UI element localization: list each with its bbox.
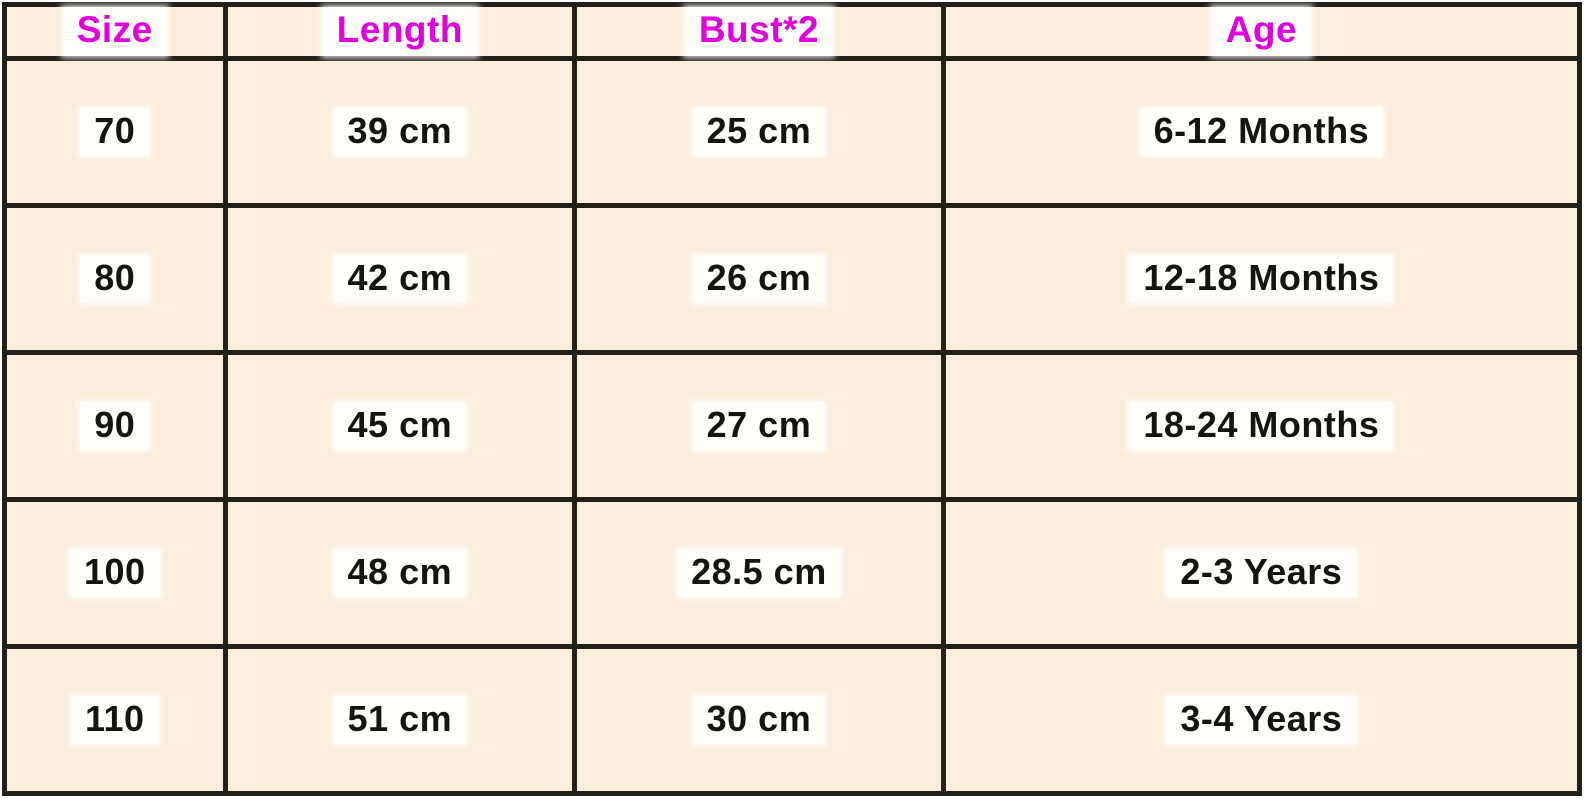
table-cell: 51 cm: [222, 643, 578, 797]
cell-value: 110: [70, 696, 159, 744]
table-cell: 28.5 cm: [572, 496, 946, 649]
table-cell: 80: [2, 202, 228, 355]
table-row: 110 51 cm 30 cm 3-4 Years: [2, 643, 1583, 797]
table-cell: 12-18 Months: [940, 202, 1583, 355]
table-row: 70 39 cm 25 cm 6-12 Months: [2, 55, 1583, 208]
cell-value: 2-3 Years: [1166, 549, 1357, 597]
cell-value: 100: [69, 549, 160, 597]
cell-value: 30 cm: [692, 696, 826, 744]
cell-value: 18-24 Months: [1129, 402, 1394, 450]
column-header-age-label: Age: [1211, 7, 1312, 56]
cell-value: 25 cm: [692, 107, 826, 156]
cell-value: 80: [80, 254, 150, 303]
table-cell: 3-4 Years: [940, 643, 1583, 797]
table-cell: 39 cm: [222, 55, 578, 208]
column-header-bust-label: Bust*2: [684, 7, 834, 56]
column-header-bust: Bust*2: [572, 2, 946, 61]
cell-value: 28.5 cm: [677, 549, 841, 597]
table-cell: 26 cm: [572, 202, 946, 355]
column-header-size-label: Size: [62, 7, 167, 56]
cell-value: 90: [80, 402, 150, 450]
table-row: 90 45 cm 27 cm 18-24 Months: [2, 349, 1583, 502]
table-cell: 30 cm: [572, 643, 946, 797]
column-header-length-label: Length: [322, 7, 477, 56]
table-cell: 90: [2, 349, 228, 502]
table-cell: 45 cm: [222, 349, 578, 502]
header-row: Size Length Bust*2 Age: [2, 2, 1583, 61]
column-header-age: Age: [940, 2, 1583, 61]
column-header-size: Size: [2, 2, 228, 61]
table-cell: 70: [2, 55, 228, 208]
cell-value: 45 cm: [333, 402, 467, 450]
cell-value: 27 cm: [692, 402, 826, 450]
cell-value: 51 cm: [333, 696, 467, 744]
table-cell: 18-24 Months: [940, 349, 1583, 502]
table-cell: 110: [2, 643, 228, 797]
cell-value: 6-12 Months: [1139, 107, 1384, 156]
table-cell: 27 cm: [572, 349, 946, 502]
cell-value: 70: [80, 107, 150, 156]
table-cell: 6-12 Months: [940, 55, 1583, 208]
table-cell: 2-3 Years: [940, 496, 1583, 649]
cell-value: 26 cm: [692, 254, 826, 303]
table-cell: 42 cm: [222, 202, 578, 355]
cell-value: 48 cm: [333, 549, 467, 597]
table-cell: 100: [2, 496, 228, 649]
table-row: 100 48 cm 28.5 cm 2-3 Years: [2, 496, 1583, 649]
cell-value: 12-18 Months: [1129, 254, 1394, 303]
cell-value: 39 cm: [333, 107, 467, 156]
cell-value: 42 cm: [333, 254, 467, 303]
table-row: 80 42 cm 26 cm 12-18 Months: [2, 202, 1583, 355]
table-cell: 25 cm: [572, 55, 946, 208]
cell-value: 3-4 Years: [1166, 696, 1357, 744]
column-header-length: Length: [222, 2, 578, 61]
table-cell: 48 cm: [222, 496, 578, 649]
